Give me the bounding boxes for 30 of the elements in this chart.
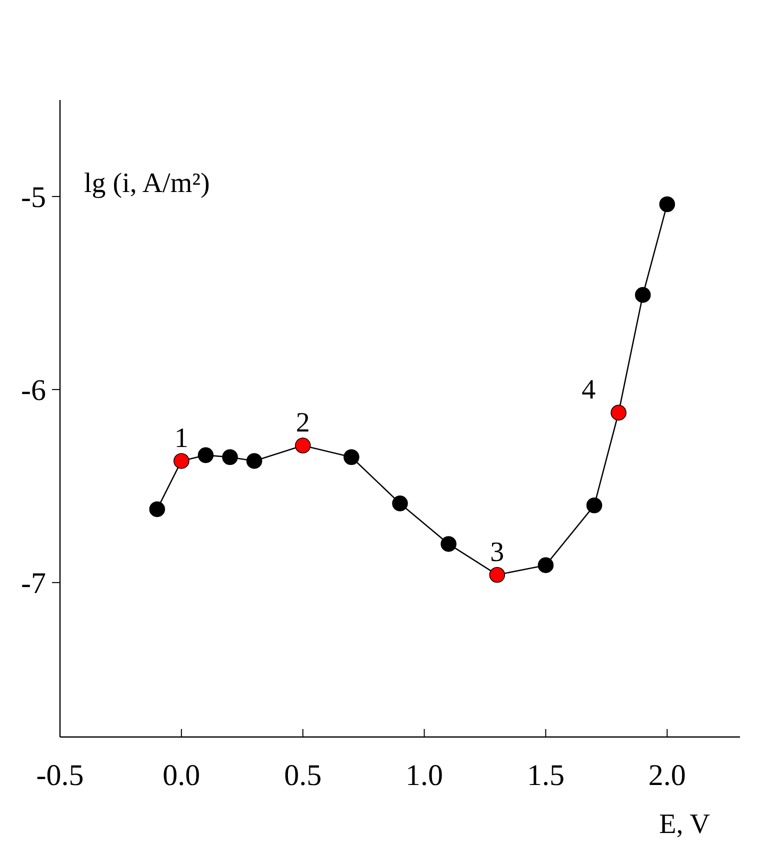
point bbox=[489, 566, 506, 583]
point bbox=[586, 497, 602, 514]
x-tick-label: 0.5 bbox=[284, 759, 322, 792]
point bbox=[294, 438, 311, 454]
point bbox=[538, 557, 554, 574]
x-tick-label: -0.5 bbox=[36, 759, 84, 792]
y-tick-label: -5 bbox=[21, 181, 46, 214]
point bbox=[198, 447, 214, 464]
point bbox=[149, 501, 166, 518]
point bbox=[344, 449, 360, 466]
point bbox=[634, 287, 651, 303]
point bbox=[610, 404, 626, 421]
point bbox=[246, 453, 262, 469]
x-tick-label: 0.0 bbox=[162, 759, 200, 792]
y-tick-label: -7 bbox=[21, 567, 46, 600]
x-axis-title: E, V bbox=[659, 809, 710, 840]
point bbox=[222, 449, 238, 466]
annotation: 4 bbox=[582, 374, 596, 406]
point bbox=[174, 453, 190, 469]
point bbox=[440, 536, 456, 552]
point bbox=[659, 196, 676, 212]
x-tick-label: 1.0 bbox=[406, 759, 444, 792]
y-tick-label: -6 bbox=[21, 374, 46, 408]
y-axis-title: lg (i, A/m²) bbox=[84, 168, 210, 199]
annotation: 3 bbox=[490, 536, 504, 568]
point bbox=[392, 496, 408, 512]
annotation: 1 bbox=[174, 422, 188, 454]
x-tick-label: 1.5 bbox=[526, 759, 564, 792]
x-tick-label: 2.0 bbox=[648, 759, 686, 792]
annotation: 2 bbox=[296, 408, 310, 439]
